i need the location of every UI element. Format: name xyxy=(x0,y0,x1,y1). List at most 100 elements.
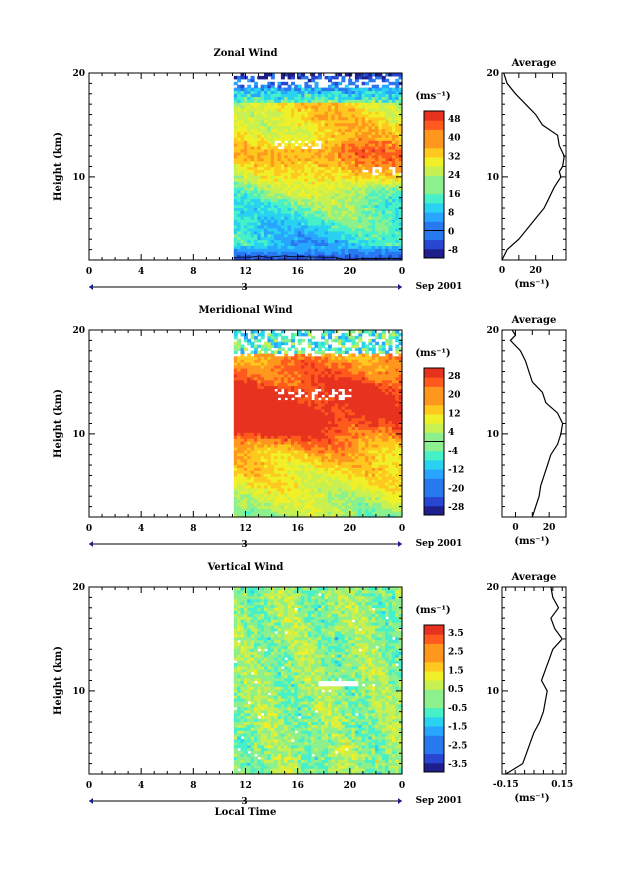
heatmap-cell xyxy=(382,85,386,89)
colorbar-band xyxy=(424,249,444,259)
heatmap-cell xyxy=(308,120,312,124)
average-x-tick-label: 20 xyxy=(529,266,542,276)
heatmap-cell xyxy=(247,459,251,463)
colorbar-label: 48 xyxy=(448,115,461,125)
heatmap-cell xyxy=(254,82,258,86)
heatmap-cell xyxy=(331,459,335,463)
heatmap-cell xyxy=(247,120,251,124)
heatmap-cell xyxy=(257,76,261,80)
heatmap-cell xyxy=(294,94,298,98)
heatmap-cell xyxy=(382,108,386,112)
heatmap-cell xyxy=(331,444,335,448)
heatmap-cell xyxy=(257,339,261,343)
colorbar-band xyxy=(424,148,444,158)
date-label: Sep 2001 xyxy=(416,282,463,292)
average-y-tick-label: 20 xyxy=(486,69,499,79)
heatmap-cell xyxy=(308,406,312,410)
heatmap-cell xyxy=(331,485,335,489)
heatmap-cell xyxy=(257,377,261,381)
heatmap-cell xyxy=(345,175,349,179)
heatmap-cell xyxy=(382,161,386,165)
heatmap-cell xyxy=(308,365,312,369)
heatmap-cell xyxy=(257,175,261,179)
heatmap-cell xyxy=(257,444,261,448)
heatmap-cell xyxy=(284,351,288,355)
heatmap-cell xyxy=(315,82,319,86)
heatmap-cell xyxy=(382,187,386,191)
heatmap-cell xyxy=(294,146,298,150)
heatmap-cell xyxy=(247,228,251,232)
heatmap-cell xyxy=(308,470,312,474)
heatmap-cell xyxy=(331,187,335,191)
x-tick-label: 20 xyxy=(344,267,357,277)
heatmap-cell xyxy=(331,397,335,401)
heatmap-cell xyxy=(257,94,261,98)
colorbar-band xyxy=(424,139,444,149)
colorbar-band xyxy=(424,230,444,240)
heatmap-cell xyxy=(382,134,386,138)
heatmap-cell xyxy=(301,348,305,352)
heatmap-cell xyxy=(382,254,386,258)
heatmap-cell xyxy=(331,377,335,381)
heatmap-cell xyxy=(261,330,265,334)
average-x-tick-label: 0 xyxy=(499,266,505,276)
heatmap-cell xyxy=(345,108,349,112)
heatmap-cell xyxy=(331,120,335,124)
heatmap-cell xyxy=(308,134,312,138)
heatmap-cell xyxy=(294,397,298,401)
heatmap-cell xyxy=(294,406,298,410)
heatmap-cell xyxy=(294,161,298,165)
heatmap-cell xyxy=(257,108,261,112)
colorbar-band xyxy=(424,203,444,213)
heatmap-cell xyxy=(257,351,261,355)
heatmap-cell xyxy=(345,73,349,77)
y-tick-label: 10 xyxy=(72,173,85,183)
colorbar-units: (ms⁻¹) xyxy=(415,91,450,102)
heatmap-cell xyxy=(345,213,349,217)
heatmap-cell xyxy=(382,94,386,98)
heatmap-cell xyxy=(271,82,275,86)
heatmap-cell xyxy=(257,149,261,153)
heatmap-cell xyxy=(234,351,238,355)
heatmap-cell xyxy=(308,243,312,247)
heatmap-cell xyxy=(382,149,386,153)
heatmap-cell xyxy=(328,391,332,395)
heatmap-cell xyxy=(331,202,335,206)
x-tick-label: 8 xyxy=(190,267,196,277)
heatmap-cell xyxy=(308,94,312,98)
colorbar-band xyxy=(424,111,444,121)
heatmap-cell xyxy=(331,432,335,436)
heatmap-cell xyxy=(308,108,312,112)
heatmap-cell xyxy=(331,149,335,153)
heatmap-cell xyxy=(294,391,298,395)
heatmap-cell xyxy=(294,202,298,206)
heatmap-cell xyxy=(331,82,335,86)
heatmap-cell xyxy=(291,73,295,77)
heatmap-cell xyxy=(331,365,335,369)
heatmap-cell xyxy=(294,175,298,179)
heatmap-cell xyxy=(345,228,349,232)
heatmap-cell xyxy=(257,500,261,504)
heatmap-cell xyxy=(325,339,329,343)
colorbar-label: -8 xyxy=(448,246,458,256)
heatmap-cell xyxy=(247,243,251,247)
colorbar-label: 0 xyxy=(448,227,454,237)
heatmap-cell xyxy=(294,149,298,153)
heatmap-cells xyxy=(234,330,403,518)
heatmap-cell xyxy=(308,500,312,504)
heatmap-cell xyxy=(308,485,312,489)
heatmap-cell xyxy=(257,391,261,395)
heatmap-cell xyxy=(247,134,251,138)
heatmap-cell xyxy=(294,418,298,422)
heatmap-cell xyxy=(247,161,251,165)
heatmap-cell xyxy=(308,161,312,165)
heatmap-cell xyxy=(294,108,298,112)
heatmap-cell xyxy=(257,345,261,349)
heatmap-cell xyxy=(257,120,261,124)
heatmap-cell xyxy=(331,134,335,138)
average-title: Average xyxy=(511,58,557,69)
x-tick-label: 12 xyxy=(239,267,252,277)
x-tick-label: 0 xyxy=(399,267,405,277)
